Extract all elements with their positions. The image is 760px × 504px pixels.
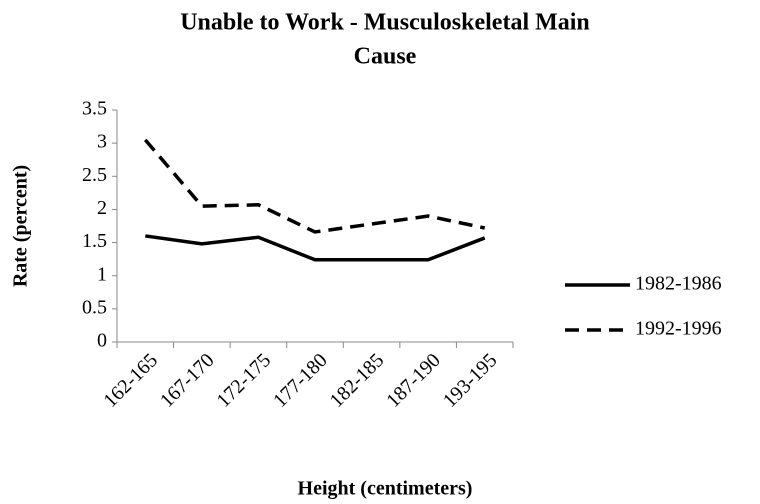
y-tick-label: 1 <box>97 263 107 285</box>
series-line <box>143 138 486 234</box>
x-tick-label: 182-185 <box>326 349 389 412</box>
y-tick-label: 2.5 <box>82 164 107 186</box>
x-tick-label: 167-170 <box>156 349 219 412</box>
x-tick-label: 193-195 <box>439 349 502 412</box>
y-tick-label: 3.5 <box>82 98 107 120</box>
x-tick-label: 162-165 <box>99 349 162 412</box>
y-tick-label: 0.5 <box>82 296 107 318</box>
x-tick-label: 177-180 <box>269 349 332 412</box>
y-tick-label: 0 <box>97 330 107 352</box>
x-axis-label: Height (centimeters) <box>298 478 473 500</box>
y-tick-label: 3 <box>97 131 107 153</box>
legend-label: 1982-1986 <box>635 273 722 295</box>
chart-title: Cause <box>354 44 417 70</box>
legend-label: 1992-1996 <box>635 318 722 340</box>
y-tick-label: 1.5 <box>82 230 107 252</box>
y-tick-label: 2 <box>97 197 107 219</box>
chart-title: Unable to Work - Musculoskeletal Main <box>180 10 590 36</box>
x-tick-label: 172-175 <box>213 349 276 412</box>
series-line <box>145 234 486 262</box>
y-axis-label: Rate (percent) <box>10 165 32 287</box>
x-tick-label: 187-190 <box>382 349 445 412</box>
